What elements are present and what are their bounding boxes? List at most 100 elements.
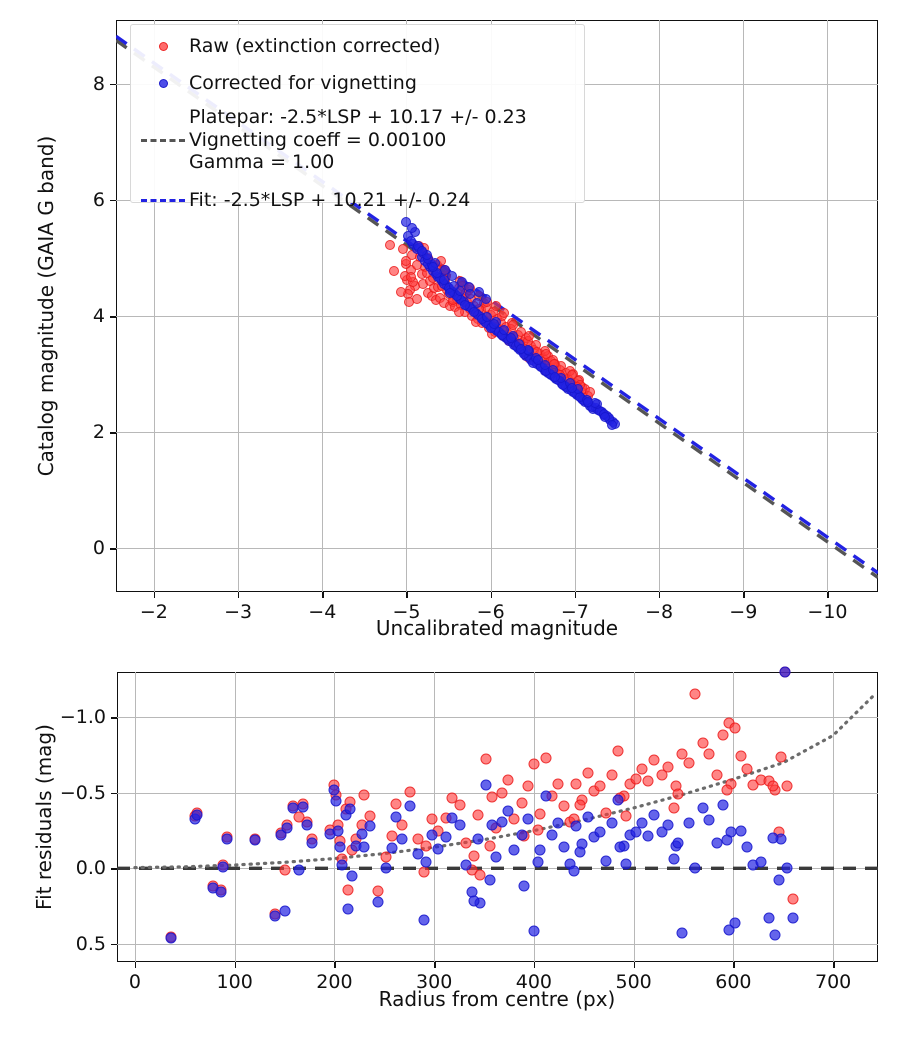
scatter-point-blue — [281, 822, 293, 834]
scatter-point-blue — [540, 790, 552, 802]
scatter-point-blue — [769, 929, 781, 941]
gridline-horizontal — [116, 548, 878, 550]
scatter-point-red — [620, 810, 632, 822]
scatter-point-blue — [600, 855, 612, 867]
y-tick-mark — [110, 432, 116, 434]
scatter-point-red — [656, 769, 668, 781]
x-tick-label: −9 — [729, 601, 758, 623]
scatter-point-blue — [165, 932, 177, 944]
gridline-vertical — [633, 672, 635, 962]
scatter-point-blue — [412, 848, 424, 860]
legend-dash-blue-icon — [141, 198, 185, 202]
x-tick-mark — [574, 592, 577, 598]
legend-dash-gray-icon — [141, 138, 185, 142]
scatter-point-blue — [672, 837, 684, 849]
y-tick-mark — [111, 792, 117, 795]
scatter-point-blue — [191, 809, 203, 821]
scatter-point-blue — [600, 412, 611, 423]
scatter-point-blue — [249, 834, 261, 846]
scatter-point-blue — [697, 802, 709, 814]
scatter-point-red — [342, 884, 354, 896]
gridline-horizontal — [117, 943, 878, 945]
x-tick-mark — [733, 962, 735, 968]
scatter-point-blue — [440, 831, 452, 843]
scatter-point-red — [395, 286, 406, 297]
scatter-point-red — [279, 864, 291, 876]
y-tick-label: −1.0 — [59, 706, 106, 729]
scatter-point-red — [689, 688, 701, 700]
y-tick-label: 0.0 — [75, 857, 106, 880]
scatter-point-blue — [465, 289, 476, 300]
scatter-point-red — [717, 729, 729, 741]
scatter-point-red — [697, 737, 709, 749]
scatter-point-blue — [468, 895, 480, 907]
scatter-point-blue — [741, 841, 753, 853]
x-tick-label: −10 — [807, 601, 848, 623]
scatter-point-red — [582, 767, 594, 779]
legend-label-line: Platepar: -2.5*LSP + 10.17 +/- 0.23 — [189, 106, 527, 129]
scatter-point-blue — [723, 924, 735, 936]
scatter-point-blue — [648, 809, 660, 821]
gridline-vertical — [322, 20, 324, 592]
scatter-point-red — [496, 787, 508, 799]
scatter-point-blue — [546, 829, 558, 841]
scatter-point-blue — [683, 817, 695, 829]
scatter-point-red — [541, 348, 552, 359]
scatter-point-blue — [566, 383, 577, 394]
legend-entry: Raw (extinction corrected) — [137, 35, 440, 57]
scatter-point-blue — [221, 833, 233, 845]
scatter-point-blue — [328, 784, 340, 796]
scatter-point-blue — [508, 844, 520, 856]
bottom-y-axis-label: Fit residuals (mag) — [32, 724, 56, 910]
gridline-vertical — [234, 672, 236, 962]
legend-key-blue — [137, 78, 189, 88]
scatter-point-blue — [445, 287, 456, 298]
x-tick-mark — [238, 592, 240, 598]
scatter-point-red — [662, 761, 674, 773]
scatter-point-red — [668, 802, 680, 814]
scatter-point-red — [775, 751, 787, 763]
scatter-point-blue — [372, 896, 384, 908]
x-tick-label: 600 — [715, 971, 752, 993]
y-tick-mark — [111, 868, 117, 870]
scatter-point-red — [508, 813, 520, 824]
gridline-vertical — [153, 20, 155, 592]
x-tick-mark — [334, 962, 336, 968]
scatter-point-blue — [405, 235, 416, 246]
scatter-point-blue — [416, 246, 427, 257]
scatter-point-blue — [522, 813, 534, 825]
scatter-point-blue — [334, 841, 346, 853]
scatter-point-blue — [568, 865, 580, 877]
scatter-point-blue — [606, 420, 617, 431]
scatter-point-blue — [717, 799, 729, 811]
scatter-point-red — [767, 780, 779, 792]
scatter-point-red — [418, 866, 430, 878]
scatter-point-red — [558, 800, 570, 812]
top-y-axis-label: Catalog magnitude (GAIA G band) — [34, 135, 58, 477]
scatter-point-red — [293, 811, 305, 823]
scatter-point-red — [600, 807, 612, 819]
y-tick-mark — [110, 200, 116, 202]
scatter-point-blue — [472, 298, 483, 309]
x-tick-mark — [827, 592, 829, 598]
y-tick-label: −0.5 — [59, 781, 106, 804]
scatter-point-blue — [428, 261, 439, 272]
legend-label: Fit: -2.5*LSP + 10.21 +/- 0.24 — [189, 189, 471, 211]
scatter-point-red — [426, 813, 438, 824]
scatter-point-blue — [534, 844, 546, 856]
scatter-point-blue — [496, 816, 508, 828]
x-tick-label: −3 — [224, 601, 253, 623]
scatter-point-blue — [330, 795, 342, 807]
scatter-point-blue — [549, 371, 560, 382]
y-tick-mark — [110, 316, 116, 318]
y-tick-label: 2 — [92, 421, 105, 444]
y-tick-mark — [110, 548, 116, 550]
scatter-point-blue — [779, 666, 791, 678]
scatter-point-red — [630, 773, 642, 785]
scatter-point-red — [412, 833, 424, 845]
scatter-point-blue — [438, 275, 449, 286]
scatter-point-blue — [460, 299, 471, 310]
scatter-point-blue — [432, 843, 444, 855]
scatter-point-blue — [668, 853, 680, 865]
scatter-point-red — [508, 319, 519, 330]
